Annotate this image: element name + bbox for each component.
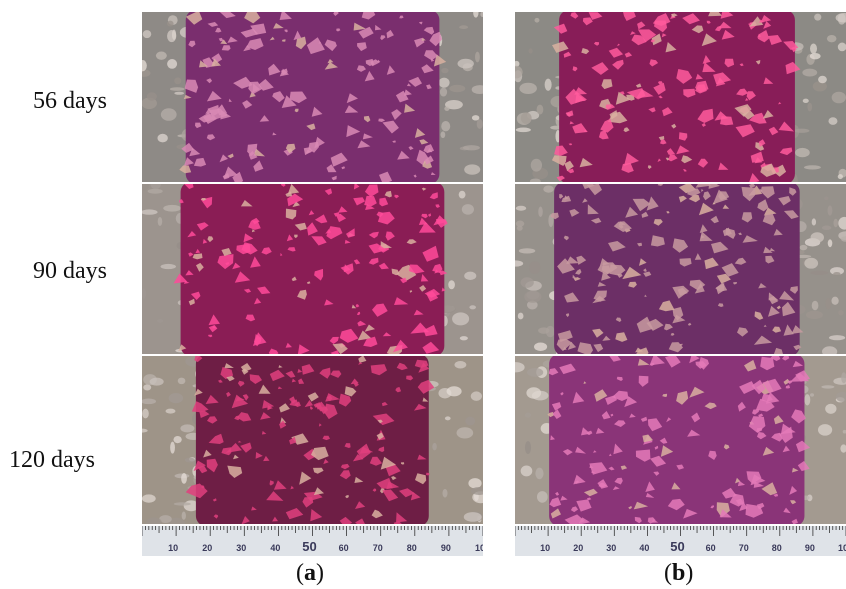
photo-b-56-days	[515, 12, 846, 182]
ruler-tick-label: 80	[407, 543, 417, 553]
photo-a-90-days	[142, 184, 483, 354]
ruler-tick-label: 90	[441, 543, 451, 553]
ruler-tick-label: 60	[339, 543, 349, 553]
concrete-sample-image	[515, 356, 846, 524]
ruler-tick-label: 10	[540, 543, 550, 553]
photo-b-120-days	[515, 356, 846, 524]
ruler-tick-label: 30	[236, 543, 246, 553]
ruler-tick-label: 70	[739, 543, 749, 553]
ruler-tick-label: 40	[639, 543, 649, 553]
photo-b-90-days	[515, 184, 846, 354]
row-label-120-days: 120 days	[9, 447, 95, 473]
ruler-tick-label: 70	[373, 543, 383, 553]
concrete-sample-image	[515, 12, 846, 182]
row-label-90-days: 90 days	[33, 258, 107, 284]
photo-a-56-days	[142, 12, 483, 182]
ruler-tick-label: 60	[706, 543, 716, 553]
ruler-tick-label: 40	[270, 543, 280, 553]
concrete-sample-image	[515, 184, 846, 354]
ruler-tick-label: 20	[573, 543, 583, 553]
ruler-tick-label: 30	[606, 543, 616, 553]
ruler-scale: 10 20 30 40 50 60 70 80 90 10	[514, 526, 846, 556]
ruler-tick-label: 10	[838, 543, 846, 553]
concrete-sample-image	[142, 356, 483, 524]
ruler-b: 10 20 30 40 50 60 70 80 90 10	[514, 526, 846, 556]
caption-a: (a)	[296, 560, 324, 586]
ruler-tick-label: 50	[670, 539, 684, 554]
ruler-a: 10 20 30 40 50 60 70 80 90 10	[141, 526, 485, 556]
ruler-tick-label: 80	[772, 543, 782, 553]
row-label-56-days: 56 days	[33, 88, 107, 114]
ruler-tick-label: 10	[168, 543, 178, 553]
concrete-sample-image	[142, 184, 483, 354]
ruler-tick-label: 10	[475, 543, 483, 553]
ruler-scale: 10 20 30 40 50 60 70 80 90 10	[141, 526, 485, 556]
ruler-tick-label: 20	[202, 543, 212, 553]
ruler-tick-label: 90	[805, 543, 815, 553]
caption-b: (b)	[664, 560, 694, 586]
concrete-sample-image	[142, 12, 483, 182]
photo-a-120-days	[142, 356, 483, 524]
ruler-tick-label: 50	[302, 539, 316, 554]
